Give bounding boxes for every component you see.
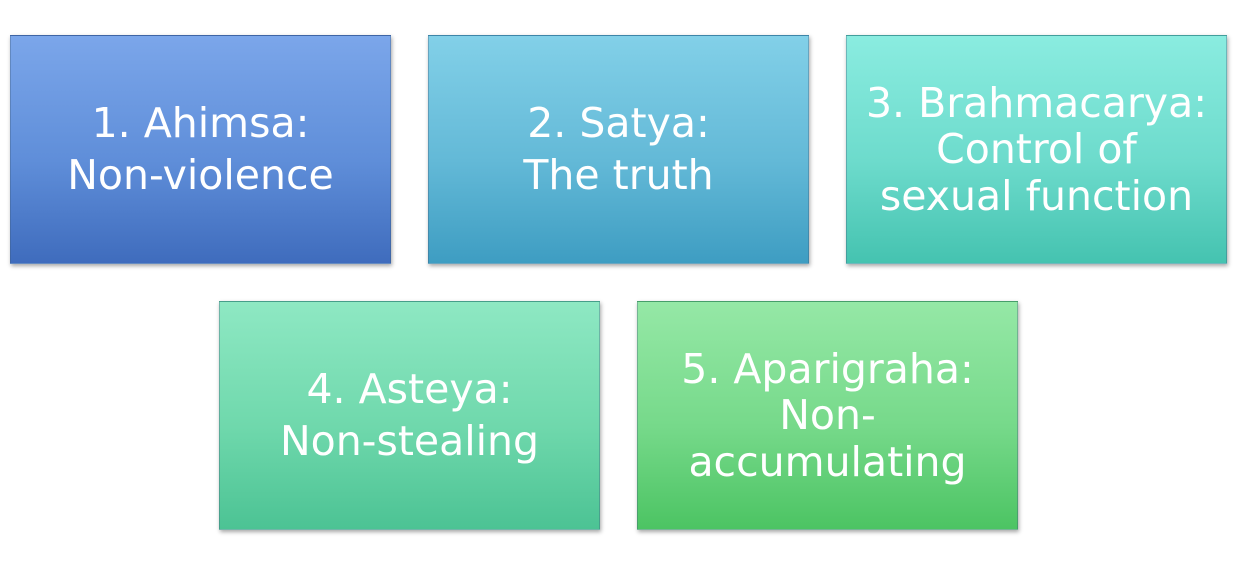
box-description: Control of (936, 125, 1137, 174)
box-aparigraha: 5. Aparigraha: Non- accumulating (637, 301, 1018, 530)
box-description: Non- (779, 391, 876, 440)
box-heading: 3. Brahmacarya: (865, 79, 1208, 127)
box-description: Non-stealing (279, 416, 540, 465)
box-ahimsa: 1. Ahimsa: Non-violence (10, 35, 391, 264)
box-text: 5. Aparigraha: Non- accumulating (673, 346, 982, 485)
box-heading: 5. Aparigraha: (681, 345, 974, 393)
box-description: The truth (523, 150, 714, 199)
box-text: 1. Ahimsa: Non-violence (59, 98, 342, 201)
box-description: Non-violence (67, 150, 334, 199)
box-text: 4. Asteya: Non-stealing (272, 364, 547, 467)
box-heading: 1. Ahimsa: (91, 99, 310, 148)
box-text: 3. Brahmacarya: Control of sexual functi… (858, 80, 1215, 219)
box-description: sexual function (879, 171, 1194, 220)
box-asteya: 4. Asteya: Non-stealing (219, 301, 600, 530)
box-satya: 2. Satya: The truth (428, 35, 809, 264)
box-heading: 4. Asteya: (306, 365, 513, 414)
box-brahmacarya: 3. Brahmacarya: Control of sexual functi… (846, 35, 1227, 264)
box-heading: 2. Satya: (527, 99, 710, 148)
box-description: accumulating (688, 437, 967, 486)
box-text: 2. Satya: The truth (515, 98, 721, 201)
